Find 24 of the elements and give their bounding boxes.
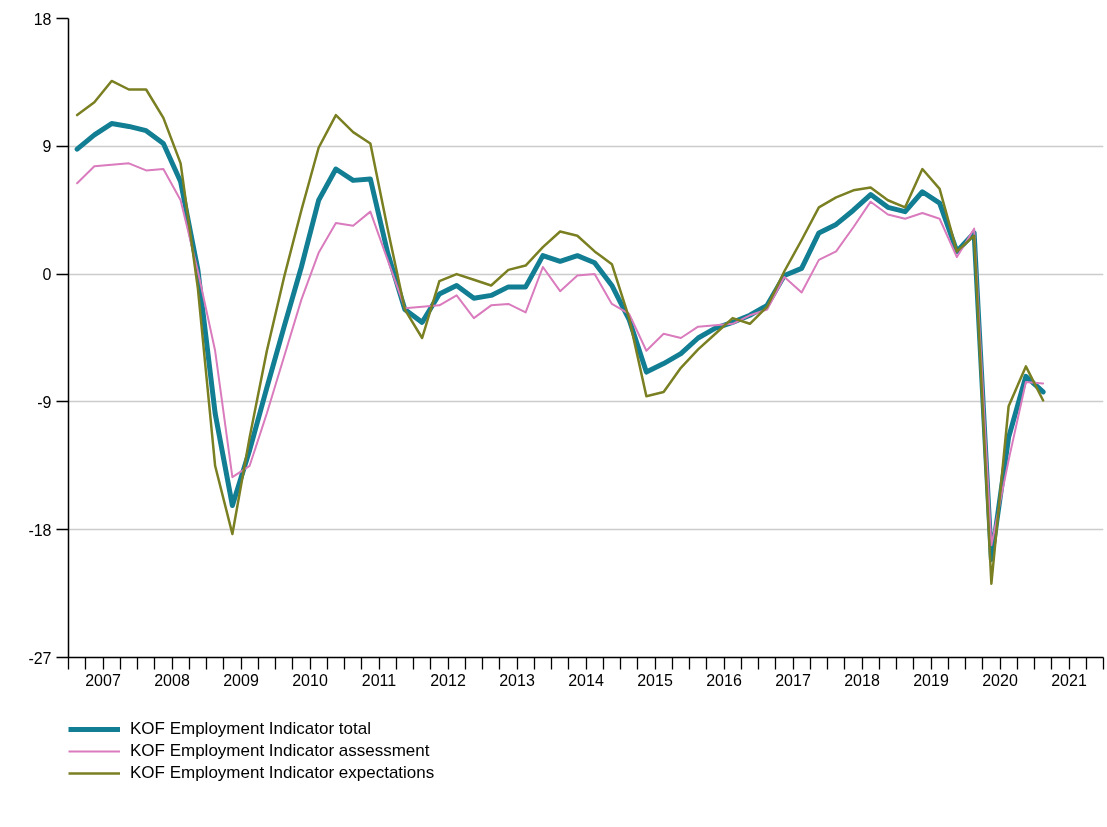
x-tick-label: 2009	[223, 671, 259, 689]
x-tick-label: 2007	[85, 671, 121, 689]
x-tick-label: 2017	[775, 671, 811, 689]
x-tick-label: 2018	[844, 671, 880, 689]
y-tick-label: -9	[37, 393, 52, 411]
x-tick-label: 2019	[913, 671, 949, 689]
x-tick-label: 2013	[499, 671, 535, 689]
x-tick-label: 2014	[568, 671, 604, 689]
y-tick-label: -27	[28, 649, 52, 667]
y-tick-label: 0	[42, 266, 52, 284]
x-tick-label: 2010	[292, 671, 328, 689]
x-tick-label: 2021	[1051, 671, 1087, 689]
x-tick-label: 2015	[637, 671, 673, 689]
legend-label: KOF Employment Indicator total	[130, 719, 371, 739]
x-tick-label: 2011	[361, 671, 397, 689]
x-tick-label: 2008	[154, 671, 190, 689]
y-tick-label: 9	[42, 138, 52, 156]
x-tick-label: 2020	[982, 671, 1018, 689]
legend-label: KOF Employment Indicator expectations	[130, 763, 435, 783]
legend-label: KOF Employment Indicator assessment	[130, 741, 430, 761]
y-tick-label: 18	[33, 10, 52, 28]
x-tick-label: 2016	[706, 671, 742, 689]
y-tick-label: -18	[28, 521, 52, 539]
x-tick-label: 2012	[430, 671, 466, 689]
